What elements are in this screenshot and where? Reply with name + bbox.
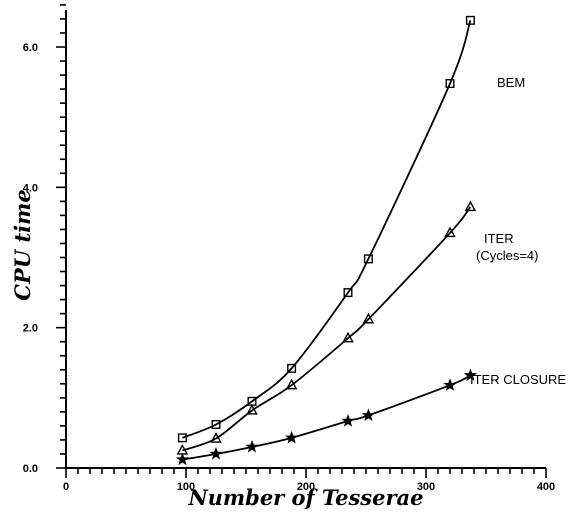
point-iter-closure bbox=[285, 430, 299, 444]
point-bem bbox=[343, 288, 353, 298]
series-labels: BEM ITER (Cycles=4) ITER CLOSURE bbox=[470, 75, 566, 387]
x-tick-label: 400 bbox=[537, 481, 555, 493]
point-iter-cycles-4 bbox=[362, 312, 375, 324]
point-iter-cycles-4 bbox=[444, 226, 456, 238]
point-iter-closure bbox=[341, 414, 355, 427]
x-tick-label: 200 bbox=[297, 481, 315, 493]
series-line-iter-closure bbox=[182, 374, 471, 461]
point-iter-closure bbox=[175, 452, 189, 466]
point-bem bbox=[177, 433, 187, 443]
series-lines bbox=[182, 20, 472, 461]
point-iter-closure bbox=[245, 440, 259, 453]
point-iter-cycles-4 bbox=[246, 403, 258, 415]
point-bem bbox=[211, 419, 221, 429]
point-bem bbox=[363, 254, 373, 264]
point-iter-closure bbox=[443, 378, 457, 391]
x-tick-label: 300 bbox=[417, 481, 435, 493]
point-bem bbox=[465, 15, 475, 25]
axes bbox=[65, 10, 546, 469]
point-iter-closure bbox=[463, 368, 477, 381]
series-line-iter-cycles-4 bbox=[182, 206, 472, 452]
y-axis-title: CPU time bbox=[10, 189, 35, 300]
point-bem bbox=[287, 363, 297, 373]
y-tick-label: 6.0 bbox=[23, 42, 38, 54]
point-bem bbox=[445, 78, 455, 88]
y-tick-label: 4.0 bbox=[23, 182, 38, 194]
x-axis-title: Number of Tesserae bbox=[187, 485, 423, 510]
point-iter-cycles-4 bbox=[210, 432, 222, 443]
markers bbox=[175, 15, 477, 466]
point-iter-cycles-4 bbox=[285, 378, 298, 390]
series-label-iter-cycles-4: ITER (Cycles=4) bbox=[476, 231, 539, 263]
point-iter-cycles-4 bbox=[464, 200, 477, 212]
series-line-bem bbox=[182, 20, 472, 439]
point-iter-closure bbox=[209, 447, 223, 460]
series-label-bem: BEM bbox=[497, 75, 525, 90]
point-iter-closure bbox=[361, 408, 375, 421]
point-iter-cycles-4 bbox=[342, 331, 354, 343]
x-tick-label: 100 bbox=[177, 481, 195, 493]
series-label-iter-closure: ITER CLOSURE bbox=[470, 372, 566, 387]
y-tick-label: 0.0 bbox=[23, 463, 38, 475]
x-tick-label: 0 bbox=[63, 481, 69, 493]
y-tick-label: 2.0 bbox=[23, 323, 38, 335]
ticks: 0 100 200 300 400 0.0 2.0 4.0 6.0 bbox=[23, 4, 555, 493]
